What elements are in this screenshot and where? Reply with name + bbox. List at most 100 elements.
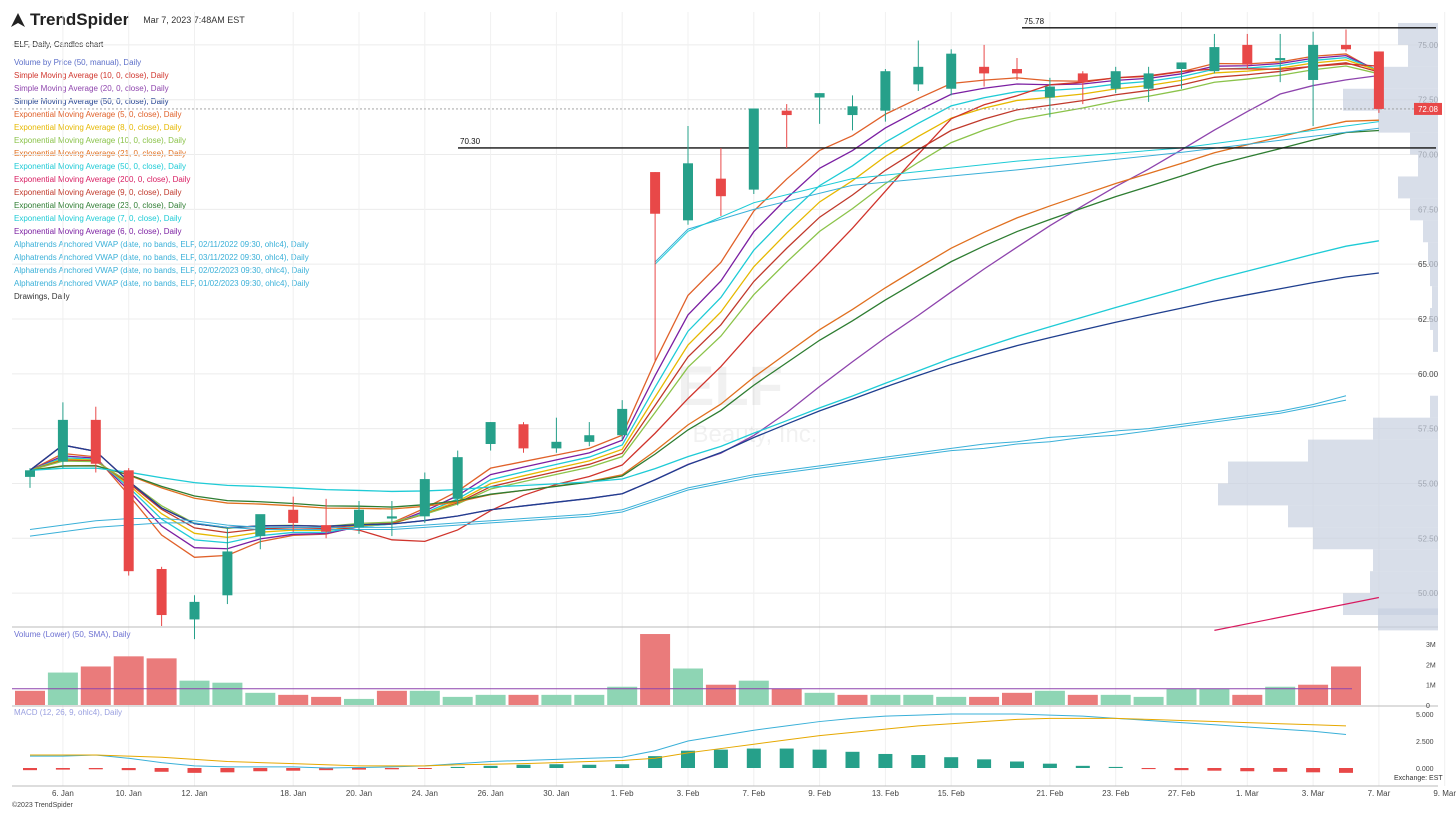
volume-bar — [278, 694, 309, 705]
macd-histogram-bar — [648, 756, 663, 768]
candle-body — [189, 601, 200, 620]
volume-bar — [1331, 666, 1361, 705]
legend-item[interactable]: Exponential Moving Average (10, 0, close… — [14, 136, 186, 145]
anchored-vwap-line — [654, 127, 1379, 263]
legend-item[interactable]: Exponential Moving Average (23, 0, close… — [14, 201, 186, 210]
volume-bar — [1133, 696, 1164, 705]
volume-profile-bar — [1378, 608, 1438, 631]
moving-average-line — [29, 74, 1379, 529]
volume-bar — [409, 690, 440, 705]
candle-body — [979, 66, 990, 74]
volume-bar — [804, 692, 835, 705]
candle-body — [452, 457, 463, 499]
legend-item[interactable]: Alphatrends Anchored VWAP (date, no band… — [14, 266, 310, 275]
volume-bar — [640, 634, 671, 705]
volume-tick-label: 2M — [1426, 662, 1436, 669]
date-tick-label: 10. Jan — [116, 789, 142, 798]
volume-bar — [607, 686, 638, 705]
date-tick-label: 23. Feb — [1102, 789, 1130, 798]
last-price-tag — [1414, 102, 1442, 115]
header: TrendSpider Mar 7, 2023 7:48AM EST — [10, 10, 245, 30]
candle-body — [1143, 73, 1154, 89]
candle-body — [683, 163, 693, 221]
volume-bar — [113, 656, 144, 705]
macd-histogram-bar — [1108, 766, 1123, 768]
legend-item[interactable]: Alphatrends Anchored VWAP (date, no band… — [14, 240, 309, 249]
candle-body — [1209, 47, 1220, 72]
volume-legend: Volume (Lower) (50, SMA), Daily — [14, 630, 131, 639]
date-tick-label: 7. Feb — [742, 789, 765, 798]
macd-histogram-bar — [384, 768, 399, 770]
legend-item[interactable]: Drawings, Daily — [14, 292, 70, 301]
legend-item[interactable]: Exponential Moving Average (21, 0, close… — [14, 149, 186, 158]
legend-item[interactable]: Exponential Moving Average (9, 0, close)… — [14, 188, 182, 197]
candle-body — [485, 422, 496, 444]
date-tick-label: 15. Feb — [938, 789, 966, 798]
legend-item[interactable]: Exponential Moving Average (50, 0, close… — [14, 162, 186, 171]
macd-histogram-bar — [878, 753, 893, 768]
macd-histogram-bar — [812, 749, 827, 768]
horizontal-level-label: 75.78 — [1024, 17, 1045, 26]
legend-item[interactable]: Exponential Moving Average (6, 0, close)… — [14, 227, 182, 236]
volume-bar — [1002, 692, 1032, 705]
volume-bar — [80, 666, 111, 705]
candle-body — [222, 551, 233, 596]
volume-bar — [870, 694, 901, 705]
macd-histogram-bar — [121, 768, 136, 771]
macd-histogram-bar — [483, 765, 498, 768]
moving-average-line — [29, 53, 1380, 558]
volume-bar — [212, 682, 243, 705]
volume-bar — [969, 696, 1000, 705]
legend-item[interactable]: Simple Moving Average (50, 0, close), Da… — [14, 97, 169, 106]
volume-bar — [771, 688, 802, 705]
last-price-label: 72.08 — [1418, 105, 1439, 114]
date-tick-label: 21. Feb — [1036, 789, 1064, 798]
volume-profile-bar — [1430, 308, 1438, 330]
volume-bar — [146, 658, 177, 705]
volume-bar — [574, 694, 605, 705]
date-tick-label: 1. Feb — [611, 789, 634, 798]
volume-bar — [15, 690, 45, 705]
macd-histogram-bar — [220, 768, 235, 773]
volume-profile-bar — [1433, 329, 1438, 352]
legend-item[interactable]: Simple Moving Average (10, 0, close), Da… — [14, 71, 169, 80]
macd-histogram-bar — [1273, 768, 1288, 772]
volume-bar — [705, 684, 736, 705]
volume-bar — [936, 696, 967, 705]
legend-item[interactable]: Alphatrends Anchored VWAP (date, no band… — [14, 279, 310, 288]
date-tick-label: 12. Jan — [181, 789, 207, 798]
macd-histogram-bar — [450, 766, 465, 768]
volume-bar — [837, 694, 868, 705]
candle-body — [255, 514, 266, 537]
candle-body — [518, 424, 529, 449]
moving-average-line — [29, 272, 1379, 529]
legend-item[interactable]: Exponential Moving Average (8, 0, close)… — [14, 123, 182, 132]
candle-body — [814, 93, 825, 98]
legend-item[interactable]: Volume by Price (50, manual), Daily — [14, 58, 142, 67]
volume-profile-bar — [1418, 154, 1438, 177]
candle-body — [25, 470, 35, 477]
anchored-vwap-line — [29, 399, 1347, 537]
date-tick-label: 3. Feb — [677, 789, 700, 798]
candle-body — [57, 419, 68, 462]
moving-average-line — [29, 129, 1379, 508]
volume-bar — [179, 680, 210, 705]
volume-profile-bar — [1288, 505, 1438, 528]
legend-item[interactable]: Simple Moving Average (20, 0, close), Da… — [14, 84, 169, 93]
candle-body — [1275, 58, 1286, 61]
macd-histogram-bar — [253, 768, 268, 772]
legend-item[interactable]: Alphatrends Anchored VWAP (date, no band… — [14, 253, 309, 262]
legend-item[interactable]: Exponential Moving Average (5, 0, close)… — [14, 110, 182, 119]
anchored-vwap-line — [654, 121, 1379, 265]
timestamp: Mar 7, 2023 7:48AM EST — [143, 15, 245, 25]
volume-tick-label: 3M — [1426, 642, 1436, 649]
legend-item[interactable]: Exponential Moving Average (7, 0, close)… — [14, 214, 182, 223]
legend-item[interactable]: Exponential Moving Average (200, 0, clos… — [14, 175, 191, 184]
horizontal-level-label: 70.30 — [460, 137, 481, 146]
candle-body — [1044, 86, 1055, 98]
volume-bar — [344, 698, 374, 705]
volume-profile-bar — [1408, 44, 1438, 67]
moving-average-line — [29, 63, 1379, 543]
volume-bar — [673, 668, 703, 705]
